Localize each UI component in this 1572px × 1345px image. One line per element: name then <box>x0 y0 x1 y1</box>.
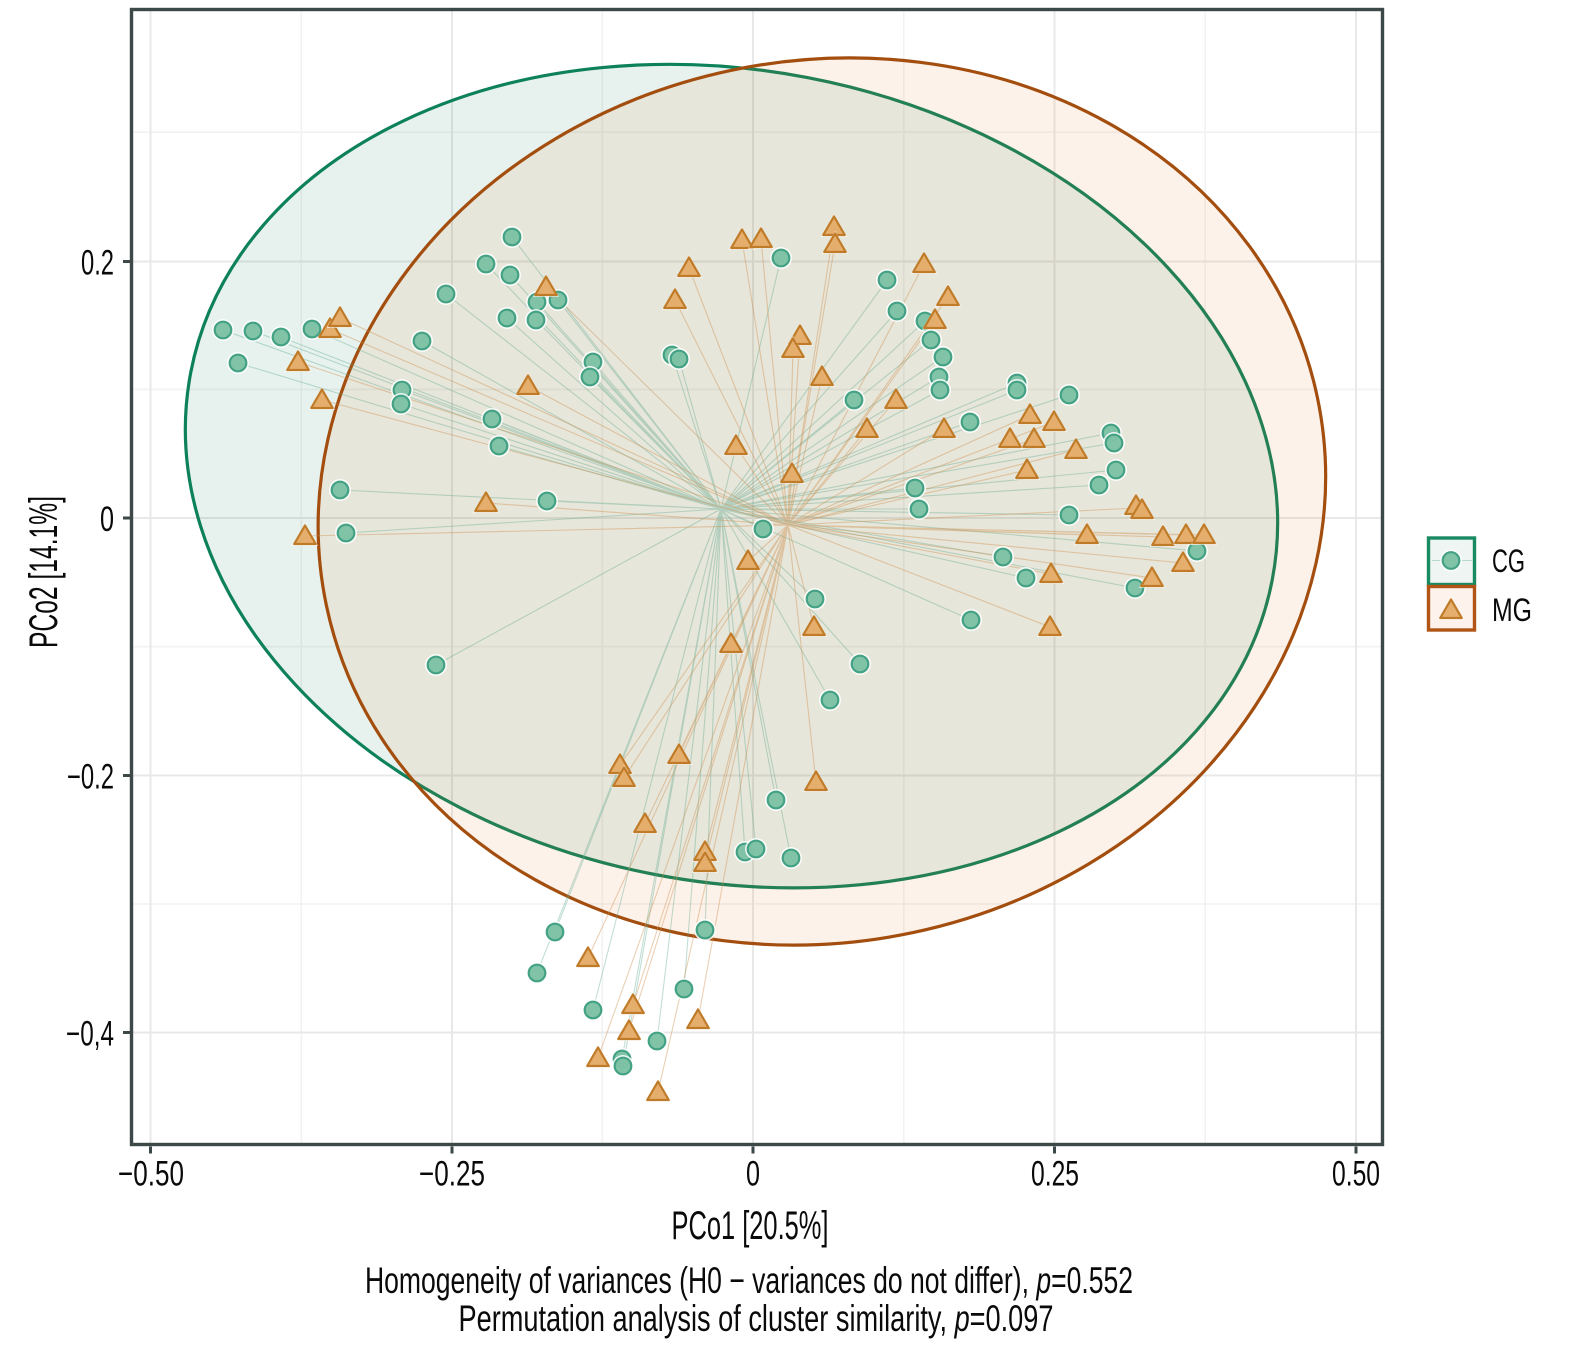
svg-text:−0,4: −0,4 <box>66 1015 114 1054</box>
svg-text:PCo2 [14.1%]: PCo2 [14.1%] <box>22 496 66 648</box>
svg-text:Permutation analysis of cluste: Permutation analysis of cluster similari… <box>459 1298 1054 1339</box>
svg-text:−0.50: −0.50 <box>118 1155 184 1194</box>
svg-text:0.25: 0.25 <box>1031 1155 1079 1194</box>
svg-text:PCo1 [20.5%]: PCo1 [20.5%] <box>672 1204 829 1248</box>
svg-text:Homogeneity of variances (H0 −: Homogeneity of variances (H0 − variances… <box>365 1260 1133 1301</box>
svg-text:−0.25: −0.25 <box>419 1155 485 1194</box>
svg-text:0: 0 <box>746 1155 760 1194</box>
svg-text:−0.2: −0.2 <box>67 758 114 797</box>
svg-text:CG: CG <box>1492 543 1525 579</box>
svg-text:0.50: 0.50 <box>1332 1155 1380 1194</box>
svg-text:0: 0 <box>100 500 114 539</box>
svg-text:MG: MG <box>1492 592 1532 628</box>
svg-text:0.2: 0.2 <box>81 244 114 283</box>
